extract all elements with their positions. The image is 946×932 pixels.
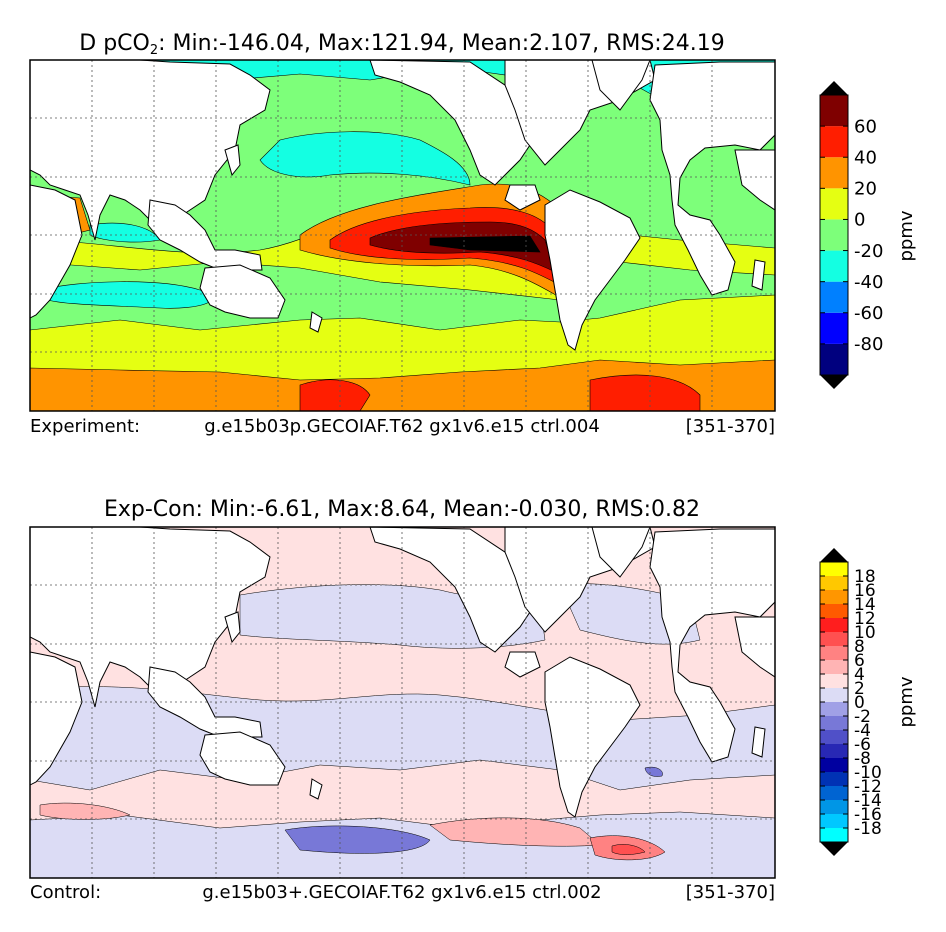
colorbar-2-segment (820, 814, 848, 828)
colorbar-2-segment (820, 674, 848, 688)
colorbar-1-label: ppmv (896, 210, 917, 261)
colorbar-2-tick-label: 10 (854, 623, 876, 643)
colorbar-1-segment (820, 95, 848, 127)
colorbar-1-segment (820, 281, 848, 313)
colorbar-1-tick-label: -60 (854, 303, 883, 324)
colorbar-2-segment (820, 618, 848, 632)
colorbar-2-extend-under (820, 842, 848, 856)
colorbar-1-segment (820, 343, 848, 375)
map-2 (30, 527, 775, 878)
colorbar-2-tick-label: -18 (854, 819, 882, 839)
gridlines-2 (30, 527, 775, 878)
colorbar-1-tick-label: -40 (854, 272, 883, 293)
colorbar-2-segment (820, 562, 848, 576)
contour-spac-cyan (39, 281, 213, 309)
colorbar-1-tick-label: -80 (854, 334, 883, 355)
colorbar-2-tick-label: 12 (854, 609, 876, 629)
contour2-weddell-red (611, 844, 646, 855)
colorbar-2-tick-label: 0 (854, 693, 865, 713)
colorbar-2-segment (820, 828, 848, 842)
colorbar-2-tick-label: -6 (854, 735, 871, 755)
chart-title-1-rest: : Min:-146.04, Max:121.94, Mean:2.107, R… (158, 31, 725, 56)
colorbar-2-tick-label: 14 (854, 595, 876, 615)
colorbar-2-tick-label: -2 (854, 707, 871, 727)
map-1-frame (29, 59, 776, 412)
colorbar-1-tick-label: 20 (854, 179, 877, 200)
colorbar-2-tick-label: -12 (854, 777, 882, 797)
footer-center-2: g.e15b03+.GECOIAF.T62 gx1v6.e15 ctrl.002 (202, 882, 601, 903)
colorbar-2-tick-label: -14 (854, 791, 882, 811)
footer-right-2: [351-370] (686, 882, 775, 903)
contour-eqpac-black (429, 235, 541, 253)
colorbar-1-outline (819, 94, 849, 376)
colorbar-1-tick-label: 40 (854, 148, 877, 169)
colorbar-2-segment (820, 730, 848, 744)
chart-title-1-main: D pCO (79, 31, 150, 56)
colorbar-2-segment (820, 576, 848, 590)
colorbar-2-tick-label: -8 (854, 749, 871, 769)
colorbar-1-segment (820, 126, 848, 158)
colorbar-2-tick-label: -16 (854, 805, 882, 825)
colorbar-2-segment (820, 758, 848, 772)
colorbar-2-tick-label: 4 (854, 665, 865, 685)
contour-ross-red (299, 379, 371, 411)
colorbar-2-label: ppmv (896, 676, 917, 727)
colorbar-1-segment (820, 219, 848, 251)
colorbar-1: -80 -60 -40 -20 0 20 40 60 (819, 81, 883, 389)
chart-title-1-sub: 2 (150, 43, 158, 58)
colorbar-2-tick-label: -4 (854, 721, 871, 741)
colorbar-2-tick-label: 8 (854, 637, 865, 657)
contour-southern-orange (30, 359, 775, 411)
colorbar-2-extend-over (820, 548, 848, 562)
contour-weddell-red (589, 374, 701, 411)
colorbar-1-segment (820, 312, 848, 344)
colorbar-2-segment (820, 744, 848, 758)
colorbar-2-tick-label: 2 (854, 679, 865, 699)
colorbar-1-tick-label: 60 (854, 116, 877, 137)
gridlines-1 (30, 60, 775, 411)
footer-left-2: Control: (30, 882, 101, 903)
chart-panel-2: Exp-Con: Min:-6.61, Max:8.64, Mean:-0.03… (29, 497, 917, 903)
colorbar-2-tick-label: 6 (854, 651, 865, 671)
footer-center-1: g.e15b03p.GECOIAF.T62 gx1v6.e15 ctrl.004 (204, 416, 600, 437)
colorbar-1-extend-over (820, 81, 848, 95)
colorbar-2-segment (820, 772, 848, 786)
map-2-frame (29, 526, 776, 879)
chart-panel-1: D pCO2: Min:-146.04, Max:121.94, Mean:2.… (29, 31, 917, 437)
colorbar-2-segment (820, 702, 848, 716)
footer-right-1: [351-370] (686, 416, 775, 437)
colorbar-2-segment (820, 632, 848, 646)
colorbar-2-segment (820, 688, 848, 702)
map-1 (30, 60, 775, 411)
colorbar-2-segment (820, 660, 848, 674)
colorbar-2-tick-label: -10 (854, 763, 882, 783)
colorbar-2-segment (820, 800, 848, 814)
contour2-ross-blue (284, 825, 431, 854)
colorbar-1-segment (820, 157, 848, 189)
colorbar-2-segment (820, 786, 848, 800)
footer-left-1: Experiment: (30, 416, 140, 437)
colorbar-2-tick-label: 18 (854, 567, 876, 587)
colorbar-1-tick-label: -20 (854, 241, 883, 262)
contour2-ind-pink (39, 802, 131, 820)
colorbar-2-segment (820, 604, 848, 618)
colorbar-1-segment (820, 250, 848, 282)
colorbar-1-extend-under (820, 375, 848, 389)
colorbar-1-tick-label: 0 (854, 210, 865, 231)
colorbar-2-tick-label: 16 (854, 581, 876, 601)
contour2-atl-blue (644, 766, 663, 777)
colorbar-2-segment (820, 590, 848, 604)
colorbar-1-segment (820, 188, 848, 220)
colorbar-2-segment (820, 646, 848, 660)
chart-title-2: Exp-Con: Min:-6.61, Max:8.64, Mean:-0.03… (104, 497, 700, 522)
chart-title-1: D pCO2: Min:-146.04, Max:121.94, Mean:2.… (79, 31, 724, 58)
colorbar-2-segment (820, 716, 848, 730)
